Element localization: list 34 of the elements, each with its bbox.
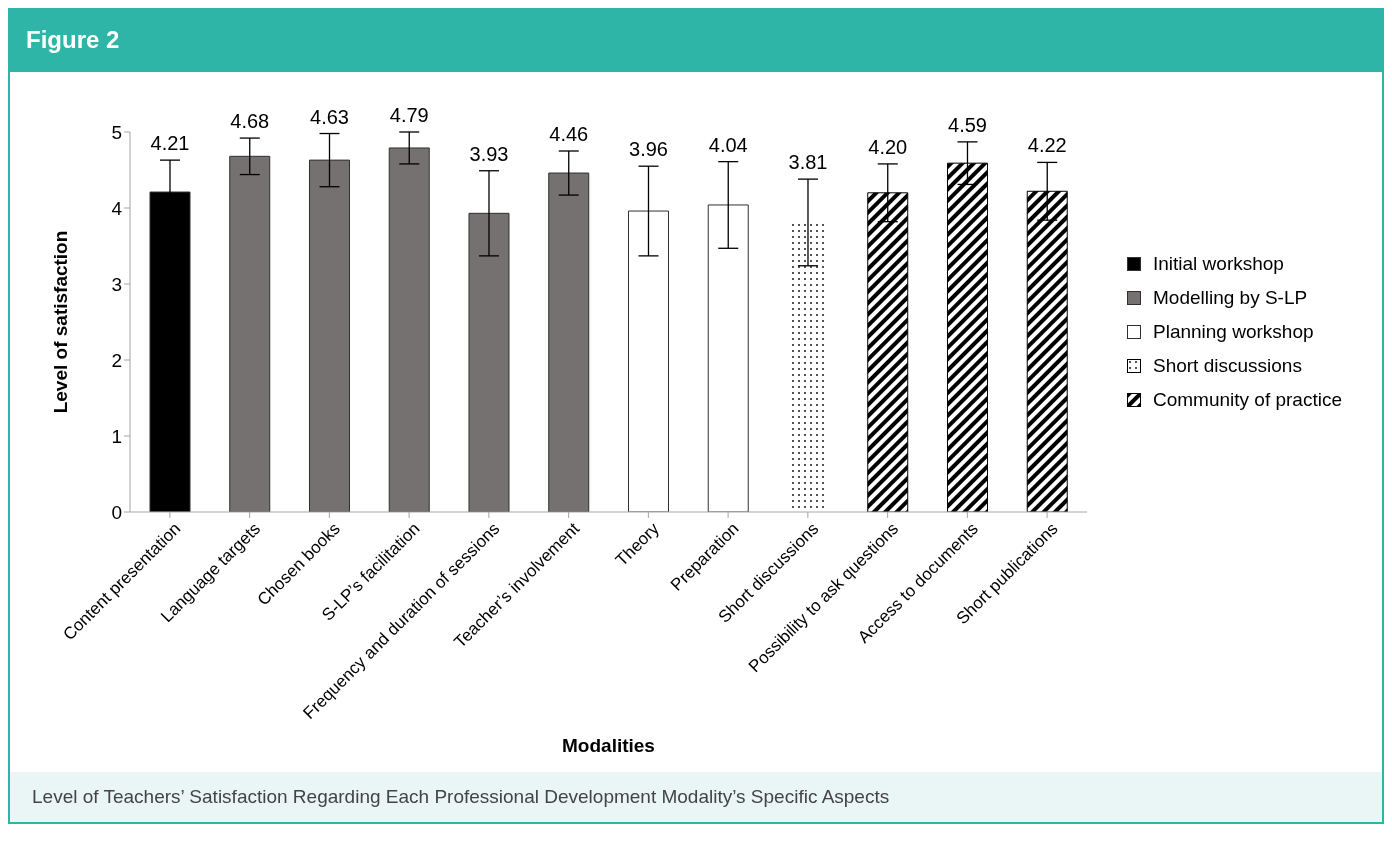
y-tick-label: 3 <box>111 273 122 295</box>
data-label: 4.68 <box>230 110 270 133</box>
y-tick-label: 1 <box>111 425 122 447</box>
legend-label: Planning workshop <box>1152 321 1314 343</box>
data-label: 4.63 <box>310 105 349 128</box>
data-label: 4.21 <box>150 132 190 155</box>
bar <box>468 212 510 512</box>
legend-label: Short discussions <box>1152 355 1302 377</box>
x-axis-title: Modalities <box>562 735 655 756</box>
y-tick-label: 0 <box>111 501 122 523</box>
bar <box>627 210 669 512</box>
bar <box>229 155 271 512</box>
y-tick-label: 2 <box>111 349 122 371</box>
data-label: 4.22 <box>1027 134 1067 157</box>
bar <box>388 147 430 512</box>
y-axis-title: Level of satisfaction <box>49 230 71 414</box>
data-label: 3.96 <box>629 138 668 161</box>
bar <box>548 172 590 512</box>
data-label: 4.04 <box>708 133 748 156</box>
legend-label: Initial workshop <box>1152 253 1284 275</box>
legend-label: Modelling by S-LP <box>1152 287 1308 309</box>
text: Level of Teachers’ Satisfaction Regarding Each Professional Development Modality’s Specific Aspects <box>32 786 891 808</box>
data-label: 3.93 <box>469 142 509 165</box>
data-label: 4.20 <box>868 135 908 158</box>
y-tick-label: 5 <box>111 121 122 143</box>
bar <box>309 159 350 512</box>
data-label: 4.59 <box>948 113 987 136</box>
bar <box>707 204 749 512</box>
legend-label: Community of practice <box>1152 389 1342 411</box>
chart-title: Figure 2 <box>10 10 1382 72</box>
data-label: 4.79 <box>389 104 429 126</box>
y-tick-label: 4 <box>111 197 123 219</box>
data-label: 3.81 <box>788 151 828 174</box>
data-label: 4.46 <box>549 123 589 145</box>
